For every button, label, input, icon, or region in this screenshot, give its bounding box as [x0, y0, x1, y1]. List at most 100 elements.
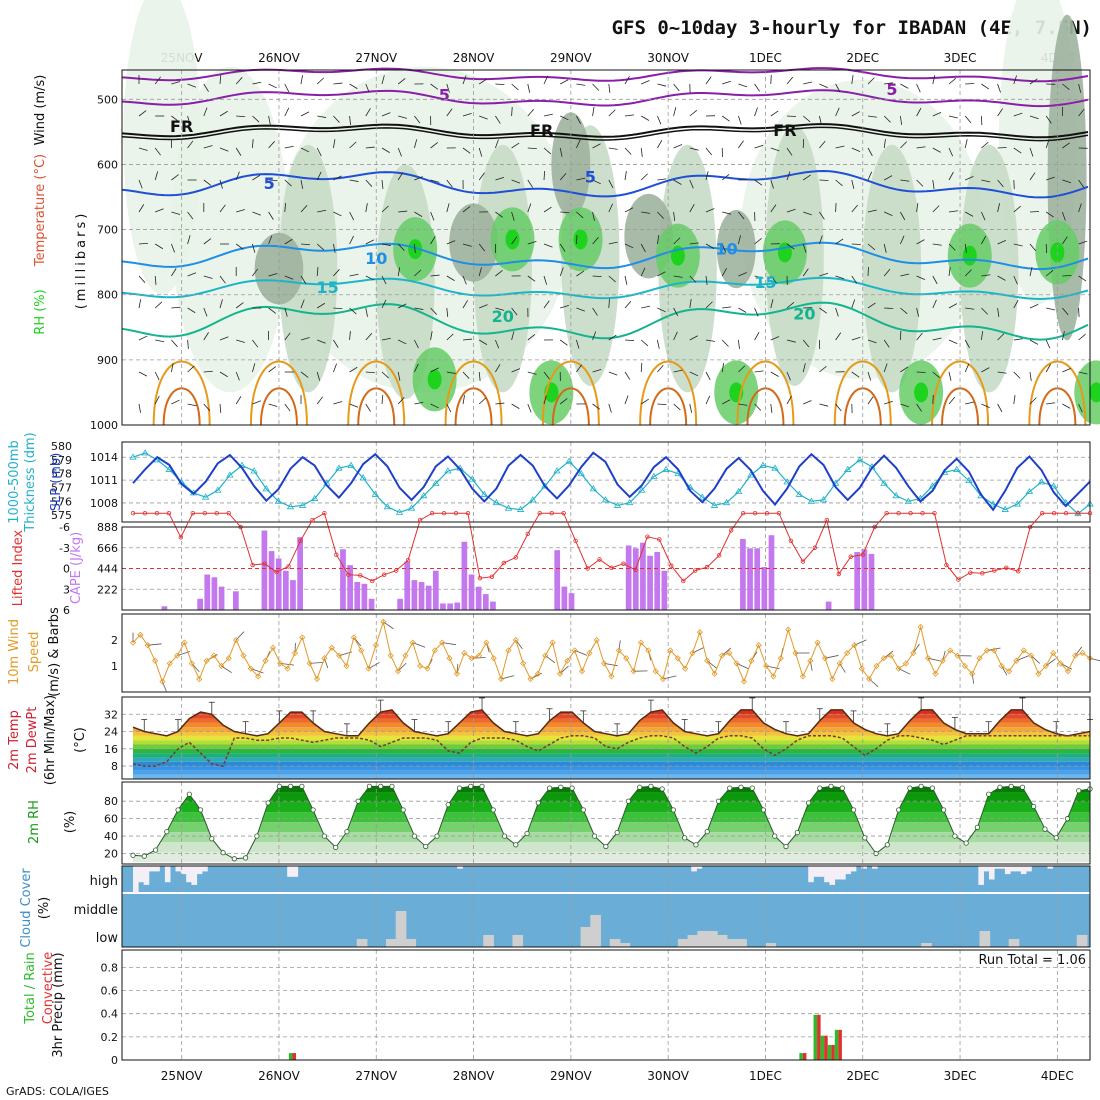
wind-barb — [624, 243, 634, 249]
rh-marker — [1064, 816, 1071, 822]
wind-barb — [219, 74, 222, 85]
wind-barb — [138, 204, 145, 213]
wind-speed-marker — [225, 655, 232, 662]
wind-barb — [576, 139, 581, 149]
cloud-high-bar — [148, 866, 155, 872]
top-date-label: 30NOV — [647, 51, 689, 65]
li-marker — [417, 517, 423, 523]
wind-speed-marker — [255, 673, 262, 680]
wind-barb — [155, 208, 164, 213]
wind-barb — [932, 75, 936, 85]
cape-bar — [747, 548, 753, 610]
rh-marker — [986, 791, 992, 797]
cloud-low-bar — [687, 935, 699, 947]
wind-barb — [171, 339, 178, 347]
wind-barb — [414, 401, 424, 405]
wind-barb — [187, 235, 191, 245]
cloud-high-bar — [978, 866, 984, 885]
wind-barb — [964, 115, 972, 124]
wind-barb — [835, 403, 842, 412]
wind-barb — [1062, 179, 1072, 184]
wind-barb — [543, 113, 553, 117]
wind-barb — [624, 147, 632, 155]
wind-barb — [543, 170, 546, 181]
cloud-low-bar — [726, 939, 738, 947]
thickness-marker — [771, 464, 779, 471]
cape-bar — [625, 545, 632, 610]
wind-barb — [770, 204, 777, 213]
thickness-marker — [928, 482, 937, 489]
wind-speed-marker — [866, 675, 873, 683]
wind-speed-marker — [836, 660, 843, 667]
wind-barb — [754, 403, 762, 411]
rh-marker — [366, 783, 373, 789]
wind-barb — [997, 239, 1006, 245]
wind-barb — [618, 640, 621, 651]
wind-barb — [333, 211, 342, 217]
wind-barb — [462, 395, 465, 405]
wind-speed-marker — [247, 665, 254, 672]
wind-barb — [851, 147, 861, 153]
wind-speed-marker — [534, 670, 541, 677]
cape-bar — [632, 548, 639, 610]
wind-barb — [300, 243, 311, 246]
wind-speed-marker — [689, 649, 696, 657]
wind-barb — [187, 83, 197, 88]
wind-barb — [624, 300, 632, 309]
cape-bar — [754, 548, 761, 610]
rh-marker — [862, 835, 868, 841]
rh-marker — [321, 833, 327, 839]
wind-barb — [786, 371, 791, 381]
cape-bar — [490, 601, 496, 610]
thickness-marker — [359, 474, 367, 481]
wind-barb — [462, 371, 470, 379]
wind-tick: 2 — [111, 634, 118, 647]
li-marker — [1063, 510, 1069, 516]
wind-barb — [171, 81, 181, 85]
li-marker — [968, 570, 973, 575]
wind-speed-marker — [409, 639, 416, 646]
li-marker — [393, 568, 399, 573]
cloud-high-bar — [813, 866, 820, 877]
chart-title: GFS 0~10day 3-hourly for IBADAN (4E, 7.5… — [612, 17, 1092, 39]
cloud-unit-label: (%) — [37, 897, 52, 920]
wind-barb — [1013, 243, 1023, 247]
wind-barb — [1045, 139, 1050, 149]
thickness-marker — [141, 449, 149, 456]
precip-frame — [121, 949, 1091, 1061]
wind-barb — [268, 141, 275, 149]
precip-label-2: Convective — [41, 952, 56, 1025]
wind-barb — [640, 267, 646, 277]
wind-speed-marker — [483, 639, 490, 646]
wind-barb — [608, 371, 618, 376]
wind-barb — [365, 146, 375, 149]
wind-barb — [219, 371, 228, 378]
temp-unit-label: (°C) — [73, 727, 88, 753]
bottom-date-label: 28NOV — [453, 1069, 495, 1083]
wind-barb — [446, 403, 452, 413]
wind-barb — [1062, 331, 1065, 341]
rh-marker — [389, 783, 395, 789]
wind-barb — [138, 403, 141, 413]
thickness-marker — [468, 475, 476, 482]
cape-bar — [197, 598, 203, 610]
top-date-axis: 25NOV26NOV27NOV28NOV29NOV30NOV1DEC2DEC3D… — [161, 51, 1074, 65]
wind-speed-marker — [954, 652, 961, 659]
wind-barb — [333, 307, 343, 310]
precip-convective-bar — [817, 1014, 821, 1060]
wind-barb — [592, 368, 602, 373]
cloud-cover-panel: high middle low Cloud Cover (%) — [19, 865, 1091, 948]
wind-speed-marker — [446, 655, 453, 662]
thickness-marker — [844, 465, 852, 472]
thickness-marker — [311, 494, 319, 501]
wind-barb — [965, 175, 974, 181]
li-marker — [286, 564, 291, 569]
rh-marker — [220, 850, 226, 856]
wind-barb — [203, 370, 213, 373]
wind-speed-marker — [674, 655, 681, 662]
wind-barb — [300, 371, 309, 378]
isotherm-label: 20 — [492, 307, 514, 326]
temp-band — [133, 753, 1090, 758]
wind-speed-marker — [578, 668, 586, 675]
wind-barb — [543, 395, 547, 405]
